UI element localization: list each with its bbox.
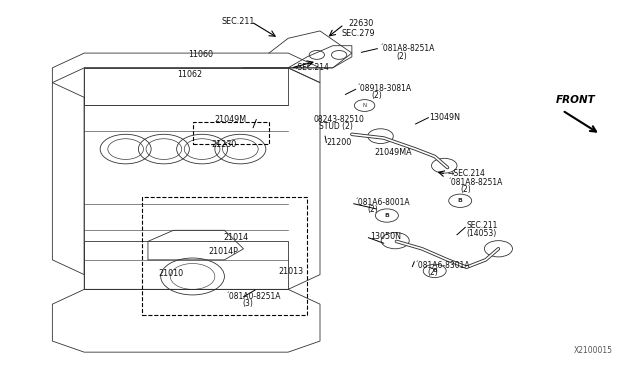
Text: 11060: 11060 <box>189 51 214 60</box>
Text: (14053): (14053) <box>467 229 497 238</box>
Text: ´081A8-8251A: ´081A8-8251A <box>447 178 503 187</box>
Text: (2): (2) <box>396 52 407 61</box>
Text: B: B <box>385 213 389 218</box>
Text: ´081A8-8251A: ´081A8-8251A <box>380 44 435 53</box>
Text: SEC.279: SEC.279 <box>342 29 375 38</box>
Text: B: B <box>458 198 463 203</box>
Text: B: B <box>432 269 437 273</box>
Text: (2): (2) <box>371 91 381 100</box>
Text: 13050N: 13050N <box>370 232 401 241</box>
Text: SEC.211: SEC.211 <box>467 221 498 230</box>
Text: 21014: 21014 <box>223 233 248 242</box>
Text: 21200: 21200 <box>326 138 351 147</box>
Text: 21049MA: 21049MA <box>374 148 412 157</box>
Text: STUD (2): STUD (2) <box>319 122 353 131</box>
Text: 22630: 22630 <box>349 19 374 28</box>
Text: X2100015: X2100015 <box>574 346 613 355</box>
Text: 21049M: 21049M <box>215 115 247 124</box>
Text: 13049N: 13049N <box>429 113 461 122</box>
Text: 11062: 11062 <box>177 70 202 79</box>
Text: N: N <box>362 103 367 108</box>
Text: (2): (2) <box>427 268 438 277</box>
Text: 21013: 21013 <box>278 267 304 276</box>
Text: ´081A6-8001A: ´081A6-8001A <box>355 198 411 207</box>
Text: (2): (2) <box>460 185 471 194</box>
Text: (3): (3) <box>243 299 253 308</box>
Text: ´08918-3081A: ´08918-3081A <box>357 84 412 93</box>
Text: 21230: 21230 <box>212 140 237 149</box>
Text: (2): (2) <box>368 205 378 215</box>
Text: ´081A6-8301A: ´081A6-8301A <box>414 261 470 270</box>
Text: →SEC.214: →SEC.214 <box>447 169 485 177</box>
Bar <box>193 122 269 144</box>
Text: 21014P: 21014P <box>209 247 238 256</box>
Text: 21010: 21010 <box>159 269 184 278</box>
Text: ´081A0-8251A: ´081A0-8251A <box>226 292 281 301</box>
Text: →SEC.214: →SEC.214 <box>291 62 329 72</box>
Text: FRONT: FRONT <box>556 95 596 105</box>
Text: 08243-82510: 08243-82510 <box>314 115 365 124</box>
Text: SEC.211: SEC.211 <box>221 17 255 26</box>
